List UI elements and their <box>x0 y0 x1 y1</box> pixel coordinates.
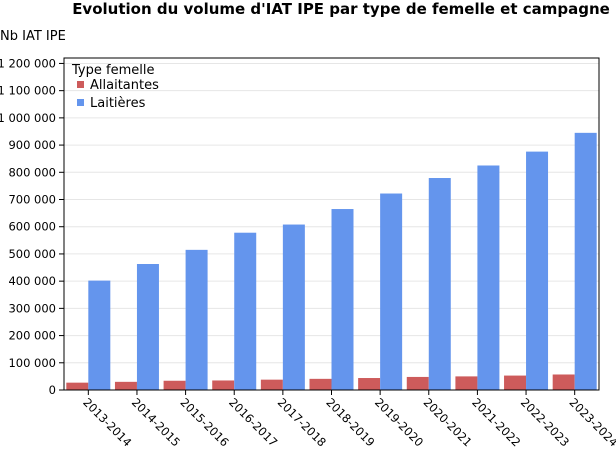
bar-laitieres <box>234 232 257 390</box>
x-tick-label: 2023-2024 <box>567 395 616 449</box>
x-tick-labels: 2013-20142014-20152015-20162016-20172017… <box>80 390 616 449</box>
x-tick-label: 2021-2022 <box>469 395 523 449</box>
bar-allaitantes <box>260 379 283 390</box>
bar-laitieres <box>526 151 549 390</box>
bar-laitieres <box>428 178 451 390</box>
x-tick-label: 2017-2018 <box>275 395 329 449</box>
x-tick-label: 2015-2016 <box>177 395 231 449</box>
bar-allaitantes <box>114 381 137 390</box>
x-tick-label: 2020-2021 <box>421 395 475 449</box>
legend: Type femelle Allaitantes Laitières <box>71 63 159 111</box>
bar-allaitantes <box>406 376 429 390</box>
bar-allaitantes <box>309 378 332 390</box>
y-tick-labels: 0 100 000 200 000 300 000 400 000 500 000 600 … <box>0 56 64 397</box>
bar-allaitantes <box>504 375 527 390</box>
bar-laitieres <box>380 193 403 390</box>
bar-laitieres <box>477 165 500 390</box>
bar-laitieres <box>331 209 354 390</box>
legend-swatch <box>77 99 84 106</box>
x-tick-label: 2013-2014 <box>80 395 134 449</box>
y-tick-label: 1 200 000 <box>0 56 56 70</box>
y-tick-label: 700 000 <box>8 193 56 207</box>
legend-title: Type femelle <box>71 63 154 78</box>
bar-laitieres <box>185 249 208 390</box>
bar-laitieres <box>136 264 159 390</box>
y-tick-label: 200 000 <box>8 329 56 343</box>
y-tick-label: 900 000 <box>8 138 56 152</box>
x-tick-label: 2019-2020 <box>372 395 426 449</box>
legend-swatch <box>77 81 84 88</box>
y-tick-label: 400 000 <box>8 274 56 288</box>
y-tick-label: 1 100 000 <box>0 84 56 98</box>
bar-laitieres <box>282 224 305 390</box>
bar-allaitantes <box>163 380 186 390</box>
y-tick-label: 300 000 <box>8 301 56 315</box>
y-axis-label: Nb IAT IPE <box>0 29 66 44</box>
x-tick-label: 2016-2017 <box>226 395 280 449</box>
bar-allaitantes <box>358 378 381 390</box>
y-tick-label: 100 000 <box>8 356 56 370</box>
x-tick-label: 2022-2023 <box>518 395 572 449</box>
bar-laitieres <box>574 132 597 390</box>
bar-allaitantes <box>455 376 478 390</box>
y-tick-label: 800 000 <box>8 165 56 179</box>
y-tick-label: 600 000 <box>8 220 56 234</box>
bar-allaitantes <box>66 382 89 390</box>
bar-allaitantes <box>212 380 235 390</box>
y-tick-label: 1 000 000 <box>0 111 56 125</box>
legend-entry: Laitières <box>90 96 146 111</box>
bar-laitieres <box>88 280 111 390</box>
x-tick-label: 2014-2015 <box>129 395 183 449</box>
y-tick-label: 500 000 <box>8 247 56 261</box>
legend-entry: Allaitantes <box>90 78 159 93</box>
bars <box>66 132 597 390</box>
x-tick-label: 2018-2019 <box>323 395 377 449</box>
plot-frame <box>63 57 600 391</box>
y-tick-label: 0 <box>49 383 56 397</box>
bar-allaitantes <box>552 374 575 390</box>
chart-title: Evolution du volume d'IAT IPE par type d… <box>72 0 610 18</box>
